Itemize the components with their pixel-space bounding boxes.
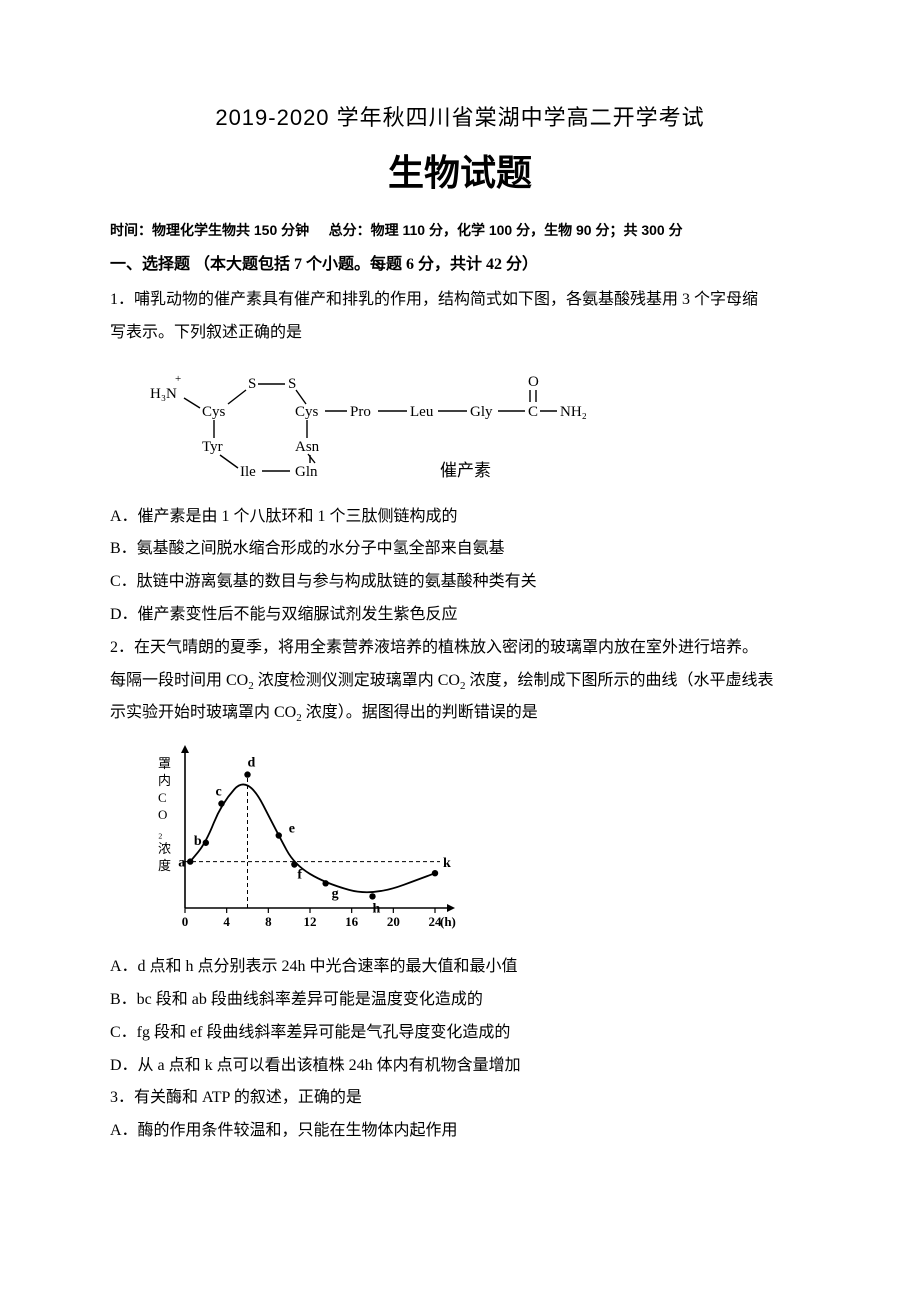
- q2-stem-line1: 2．在天气晴朗的夏季，将用全素营养液培养的植株放入密闭的玻璃罩内放在室外进行培养…: [110, 632, 810, 665]
- q3-stem: 3．有关酶和 ATP 的叙述，正确的是: [110, 1082, 810, 1115]
- q1-figure: + H₃N Cys Tyr Ile Gln Asn Cys S S Pro Le…: [140, 358, 810, 493]
- svg-text:浓: 浓: [158, 841, 171, 856]
- q1-option-c: C．肽链中游离氨基的数目与参与构成肽链的氨基酸种类有关: [110, 566, 810, 599]
- q2-figure: 04812162024(h)罩内CO₂浓度abcdefghk: [140, 738, 810, 943]
- q1-option-a: A．催产素是由 1 个八肽环和 1 个三肽侧链构成的: [110, 501, 810, 534]
- svg-text:c: c: [215, 785, 221, 800]
- q2-option-d: D．从 a 点和 k 点可以看出该植株 24h 体内有机物含量增加: [110, 1050, 810, 1083]
- q2-l3a: 示实验开始时玻璃罩内 CO: [110, 704, 296, 721]
- leu-label: Leu: [410, 404, 434, 420]
- svg-text:内: 内: [158, 773, 171, 788]
- q1-option-b: B．氨基酸之间脱水缩合形成的水分子中氢全部来自氨基: [110, 533, 810, 566]
- score-value: 物理 110 分，化学 100 分，生物 90 分；共 300 分: [371, 222, 683, 238]
- o-label: O: [528, 374, 539, 390]
- ile-label: Ile: [240, 464, 256, 480]
- q2-l2b: 浓度检测仪测定玻璃罩内 CO: [254, 672, 460, 689]
- q2-l2a: 每隔一段时间用 CO: [110, 672, 248, 689]
- q2-stem-line3: 示实验开始时玻璃罩内 CO2 浓度）。据图得出的判断错误的是: [110, 697, 810, 730]
- cys1-label: Cys: [202, 404, 226, 420]
- pro-label: Pro: [350, 404, 371, 420]
- q1-option-d: D．催产素变性后不能与双缩脲试剂发生紫色反应: [110, 599, 810, 632]
- q3-option-a: A．酶的作用条件较温和，只能在生物体内起作用: [110, 1115, 810, 1148]
- gly-label: Gly: [470, 404, 493, 420]
- svg-text:b: b: [194, 834, 202, 849]
- svg-text:8: 8: [265, 914, 272, 929]
- svg-text:12: 12: [304, 914, 317, 929]
- s1-label: S: [248, 376, 256, 392]
- cys2-label: Cys: [295, 404, 319, 420]
- svg-text:4: 4: [223, 914, 230, 929]
- svg-text:a: a: [178, 856, 185, 871]
- svg-text:g: g: [332, 887, 339, 902]
- c-label: C: [528, 404, 538, 420]
- q2-stem-line2: 每隔一段时间用 CO2 浓度检测仪测定玻璃罩内 CO2 浓度，绘制成下图所示的曲…: [110, 665, 810, 698]
- exam-meta: 时间：物理化学生物共 150 分钟 总分：物理 110 分，化学 100 分，生…: [110, 220, 810, 240]
- svg-text:f: f: [297, 868, 302, 883]
- svg-text:度: 度: [158, 858, 171, 873]
- tyr-label: Tyr: [202, 439, 223, 455]
- svg-text:k: k: [443, 856, 451, 871]
- q2-option-b: B．bc 段和 ab 段曲线斜率差异可能是温度变化造成的: [110, 984, 810, 1017]
- gln-label: Gln: [295, 464, 318, 480]
- q1-stem-line2: 写表示。下列叙述正确的是: [110, 317, 810, 350]
- s2-label: S: [288, 376, 296, 392]
- q2-l3b: 浓度）。据图得出的判断错误的是: [302, 704, 538, 721]
- svg-text:e: e: [289, 822, 295, 837]
- time-label: 时间：: [110, 222, 152, 238]
- svg-text:₂: ₂: [158, 824, 163, 839]
- svg-text:罩: 罩: [158, 756, 171, 771]
- svg-text:(h): (h): [440, 914, 456, 929]
- q2-option-a: A．d 点和 h 点分别表示 24h 中光合速率的最大值和最小值: [110, 951, 810, 984]
- svg-text:16: 16: [345, 914, 359, 929]
- asn-label: Asn: [295, 439, 320, 455]
- score-label: 总分：: [329, 222, 371, 238]
- q2-l2c: 浓度，绘制成下图所示的曲线（水平虚线表: [465, 672, 773, 689]
- svg-text:d: d: [248, 756, 256, 771]
- time-value: 物理化学生物共 150 分钟: [152, 222, 309, 238]
- h3n-label: H₃N: [150, 386, 177, 402]
- plus-charge: +: [175, 373, 181, 385]
- q2-option-c: C．fg 段和 ef 段曲线斜率差异可能是气孔导度变化造成的: [110, 1017, 810, 1050]
- svg-text:h: h: [373, 902, 381, 917]
- nh2-label: NH₂: [560, 404, 587, 420]
- page: 2019-2020 学年秋四川省棠湖中学高二开学考试 生物试题 时间：物理化学生…: [0, 0, 920, 1302]
- svg-text:O: O: [158, 807, 167, 822]
- svg-text:20: 20: [387, 914, 400, 929]
- figure-caption: 催产素: [440, 461, 491, 480]
- exam-header-line2: 生物试题: [110, 144, 810, 196]
- exam-header-line1: 2019-2020 学年秋四川省棠湖中学高二开学考试: [110, 100, 810, 132]
- q1-stem-line1: 1．哺乳动物的催产素具有催产和排乳的作用，结构简式如下图，各氨基酸残基用 3 个…: [110, 284, 810, 317]
- svg-text:0: 0: [182, 914, 189, 929]
- svg-text:C: C: [158, 790, 167, 805]
- section-1-heading: 一、选择题 （本大题包括 7 个小题。每题 6 分，共计 42 分）: [110, 250, 810, 274]
